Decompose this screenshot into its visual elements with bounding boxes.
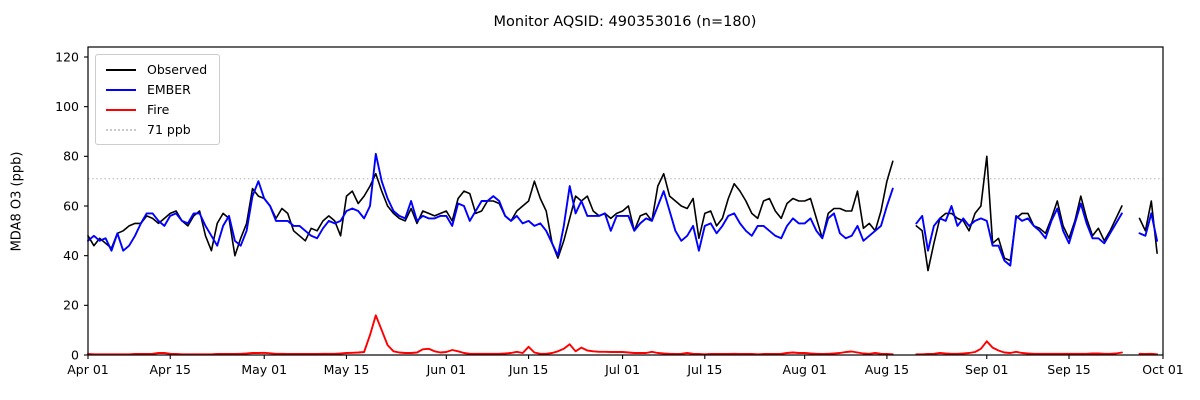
legend-item-observed: Observed xyxy=(106,62,207,77)
y-tick-label: 60 xyxy=(63,198,79,213)
threshold-line-swatch xyxy=(106,128,136,131)
x-tick-label: Jun 15 xyxy=(508,362,548,377)
observed-line-swatch xyxy=(106,68,136,71)
series-line-ember xyxy=(1138,212,1159,242)
series-line-fire xyxy=(87,314,894,356)
fire-line-swatch xyxy=(106,108,136,111)
ember-line-swatch xyxy=(106,88,136,91)
y-tick-label: 20 xyxy=(63,298,79,313)
series-line-observed xyxy=(87,160,894,259)
x-tick-label: Sep 15 xyxy=(1047,362,1090,377)
x-tick-label: Aug 01 xyxy=(783,362,827,377)
legend-label: Observed xyxy=(147,62,208,77)
legend-item-threshold: 71 ppb xyxy=(106,122,207,137)
x-tick-label: Apr 15 xyxy=(149,362,191,377)
legend-item-ember: EMBER xyxy=(106,82,207,97)
y-tick-label: 80 xyxy=(63,149,79,164)
x-tick-label: Jul 15 xyxy=(686,362,722,377)
x-tick-label: Jul 01 xyxy=(604,362,640,377)
y-tick-label: 100 xyxy=(55,99,79,114)
y-tick-label: 40 xyxy=(63,248,79,263)
x-tick-label: Apr 01 xyxy=(67,362,109,377)
x-tick-label: Sep 01 xyxy=(965,362,1008,377)
legend-item-fire: Fire xyxy=(106,102,207,117)
series-line-ember xyxy=(87,152,894,257)
series-line-fire xyxy=(1138,352,1159,356)
x-tick-label: May 01 xyxy=(241,362,287,377)
legend-label: EMBER xyxy=(147,82,191,97)
legend-label: 71 ppb xyxy=(147,122,191,137)
legend-label: Fire xyxy=(147,102,170,117)
series-line-fire xyxy=(915,340,1123,356)
y-tick-label: 120 xyxy=(55,49,79,64)
chart-title: Monitor AQSID: 490353016 (n=180) xyxy=(493,14,757,30)
x-tick-label: Aug 15 xyxy=(865,362,909,377)
x-tick-label: Jun 01 xyxy=(426,362,466,377)
x-tick-label: May 15 xyxy=(324,362,370,377)
series-line-observed xyxy=(915,155,1123,272)
x-tick-label: Oct 01 xyxy=(1142,362,1184,377)
y-tick-label: 0 xyxy=(71,347,79,362)
series-line-ember xyxy=(915,202,1123,267)
axes-spines xyxy=(87,46,1164,356)
legend: Observed EMBER Fire 71 ppb xyxy=(95,54,221,145)
